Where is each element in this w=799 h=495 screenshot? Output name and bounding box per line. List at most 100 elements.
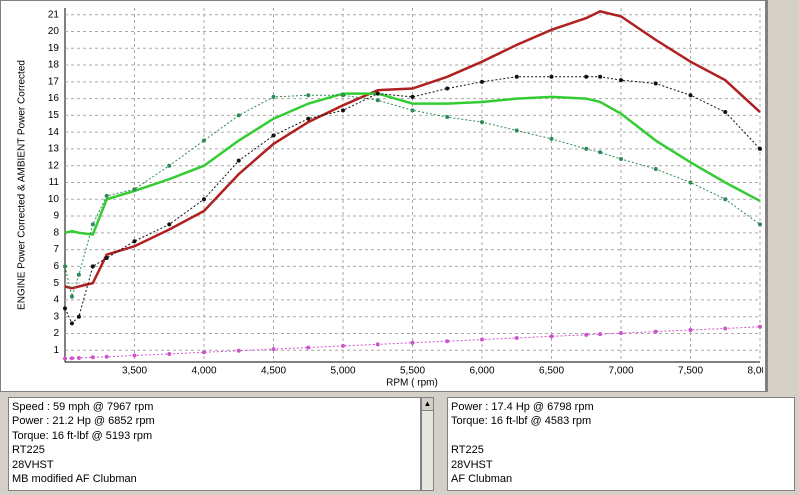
info-line: RT225 [451, 444, 484, 457]
info-line: 28VHST [451, 458, 493, 471]
point-marker [410, 340, 415, 345]
point-marker [653, 329, 658, 334]
point-marker [375, 342, 380, 347]
y-tick-label: 21 [48, 9, 60, 20]
y-tick-label: 17 [48, 76, 60, 87]
point-marker [514, 128, 519, 133]
point-marker [271, 347, 276, 352]
point-marker [63, 264, 67, 269]
point-marker [76, 355, 81, 360]
point-marker [445, 86, 450, 91]
point-marker [688, 180, 693, 185]
chart-border [0, 0, 766, 392]
point-marker [306, 116, 311, 121]
point-marker [104, 193, 109, 198]
point-marker [549, 74, 554, 79]
point-marker [271, 94, 276, 99]
y-axis-label: ENGINE Power Corrected & AMBIENT Power C… [17, 60, 28, 310]
point-marker [271, 133, 276, 138]
info-line: MB modified AF Clubman [12, 472, 137, 485]
point-marker [758, 146, 762, 151]
point-marker [341, 93, 345, 98]
point-marker [584, 74, 589, 79]
x-tick-label: 8,000 [747, 366, 766, 377]
x-tick-label: 4,000 [191, 366, 216, 377]
point-marker [76, 314, 81, 319]
side-strip [766, 0, 799, 392]
info-line: 28VHST [12, 458, 54, 471]
point-marker [306, 93, 311, 98]
point-marker [619, 156, 623, 161]
point-marker [514, 74, 519, 79]
point-marker [619, 331, 623, 336]
y-tick-label: 12 [48, 160, 60, 171]
x-tick-label: 5,500 [400, 366, 425, 377]
point-marker [723, 326, 728, 331]
point-marker [76, 272, 81, 277]
info-line: Power : 21.2 Hp @ 6852 rpm [12, 415, 155, 428]
point-marker [236, 158, 241, 163]
point-marker [598, 74, 603, 79]
info-line: Torque: 16 ft-lbf @ 5193 rpm [12, 429, 153, 442]
point-marker [341, 343, 345, 348]
point-marker [341, 108, 345, 113]
point-marker [236, 113, 241, 118]
point-marker [104, 354, 109, 359]
y-tick-label: 3 [53, 311, 59, 322]
point-marker [619, 78, 623, 83]
y-tick-label: 5 [53, 278, 59, 289]
point-marker [167, 163, 172, 168]
y-tick-label: 19 [48, 43, 60, 54]
point-marker [90, 355, 95, 360]
point-marker [598, 150, 603, 155]
point-marker [480, 337, 484, 342]
scroll-up[interactable]: ▲ [422, 398, 433, 411]
point-marker [410, 94, 415, 99]
point-marker [584, 332, 589, 337]
y-tick-label: 4 [53, 295, 59, 306]
point-marker [445, 339, 450, 344]
x-tick-label: 3,500 [122, 366, 147, 377]
point-marker [584, 146, 589, 151]
x-tick-label: 7,500 [678, 366, 703, 377]
y-tick-label: 18 [48, 60, 60, 71]
point-marker [202, 350, 206, 355]
point-marker [758, 324, 762, 329]
x-tick-label: 5,000 [330, 366, 355, 377]
chart: ENGINE Power Corrected & AMBIENT Power C… [0, 0, 766, 392]
point-marker [132, 239, 137, 244]
point-marker [653, 81, 658, 86]
info-line: Speed : 59 mph @ 7967 rpm [12, 401, 154, 413]
point-marker [410, 108, 415, 113]
point-marker [723, 197, 728, 202]
point-marker [132, 353, 137, 358]
y-tick-label: 7 [53, 244, 59, 255]
y-tick-label: 11 [49, 177, 60, 188]
point-marker [375, 98, 380, 103]
point-marker [167, 222, 172, 227]
point-marker [202, 197, 206, 202]
scrollbar[interactable]: ▲ [421, 397, 434, 491]
point-marker [63, 356, 67, 361]
info-panel-right: Power : 17.4 Hp @ 6798 rpm Torque: 16 ft-… [447, 397, 795, 491]
y-tick-label: 2 [53, 328, 59, 339]
point-marker [236, 348, 241, 353]
point-marker [306, 345, 311, 350]
y-tick-label: 20 [48, 26, 60, 37]
point-marker [514, 336, 519, 341]
info-line: AF Clubman [451, 472, 513, 485]
info-line: Power : 17.4 Hp @ 6798 rpm [451, 401, 594, 413]
info-line: Torque: 16 ft-lbf @ 4583 rpm [451, 415, 592, 428]
y-tick-label: 13 [48, 144, 60, 155]
x-tick-label: 6,000 [469, 366, 494, 377]
y-tick-label: 6 [53, 261, 59, 272]
info-line [451, 429, 791, 443]
point-marker [688, 93, 693, 98]
point-marker [480, 79, 484, 84]
point-marker [723, 110, 728, 115]
point-marker [202, 138, 206, 143]
x-axis-label: RPM ( rpm) [386, 378, 438, 389]
point-marker [63, 306, 67, 311]
point-marker [375, 91, 380, 96]
point-marker [90, 222, 95, 227]
